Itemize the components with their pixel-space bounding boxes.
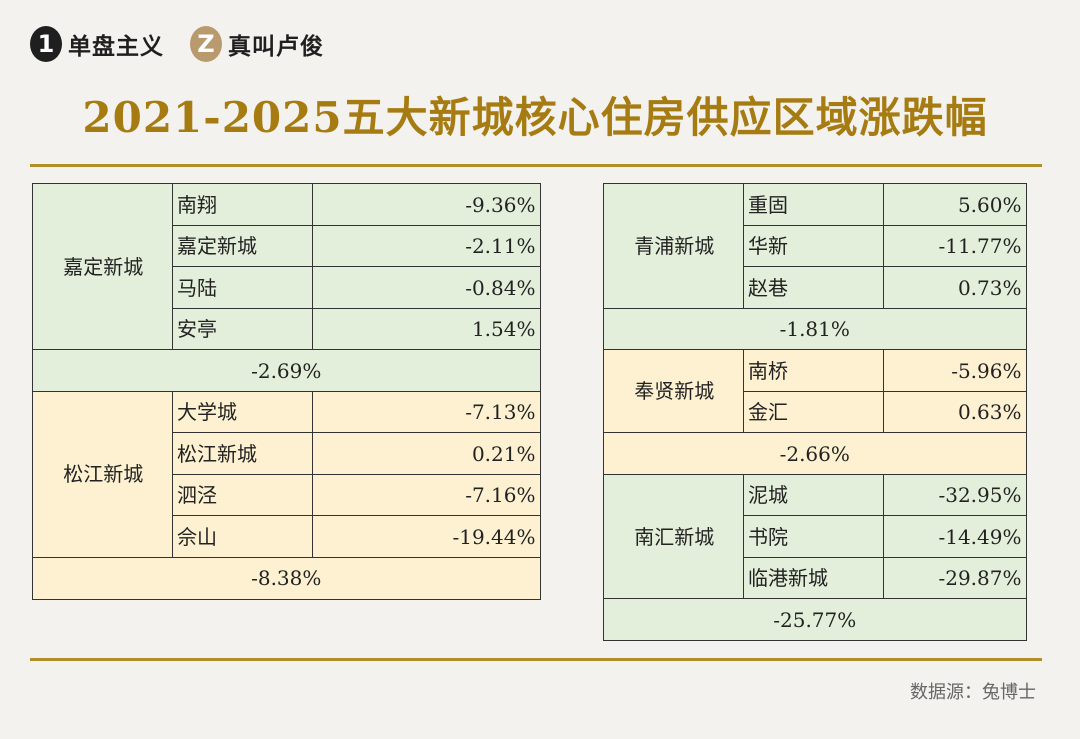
brand-right-text: 真叫卢俊: [228, 34, 324, 60]
area-name: 马陆: [172, 266, 315, 309]
area-value: -0.84%: [312, 266, 541, 309]
area-name: 大学城: [172, 390, 315, 434]
area-name: 佘山: [172, 515, 315, 558]
area-value: 5.60%: [883, 183, 1027, 226]
area-value: 0.63%: [883, 390, 1027, 434]
city-total: -25.77%: [603, 598, 1027, 641]
city-name: 奉贤新城: [603, 349, 746, 434]
area-name: 金汇: [743, 390, 886, 434]
bottom-divider: [30, 658, 1042, 661]
area-name: 重固: [743, 183, 886, 226]
area-name: 临港新城: [743, 556, 886, 600]
city-name: 南汇新城: [603, 473, 746, 600]
brand-left-text: 单盘主义: [68, 34, 164, 60]
area-value: -29.87%: [883, 556, 1027, 600]
area-value: 0.73%: [883, 266, 1027, 309]
brand-left: 1 单盘主义: [30, 26, 164, 62]
area-name: 赵巷: [743, 266, 886, 309]
area-value: -5.96%: [883, 349, 1027, 392]
area-name: 安亭: [172, 307, 315, 351]
city-name: 青浦新城: [603, 183, 746, 309]
area-value: -14.49%: [883, 515, 1027, 558]
city-name: 松江新城: [32, 390, 175, 558]
top-divider: [30, 164, 1042, 167]
brand-letter-icon: Z: [190, 26, 222, 62]
area-value: -7.13%: [312, 390, 541, 434]
source-note: 数据源：兔博士: [910, 682, 1036, 703]
area-name: 华新: [743, 224, 886, 268]
area-name: 南翔: [172, 183, 315, 226]
city-total: -2.66%: [603, 432, 1027, 475]
city-total: -8.38%: [32, 556, 541, 600]
area-value: -9.36%: [312, 183, 541, 226]
area-name: 书院: [743, 515, 886, 558]
area-name: 泥城: [743, 473, 886, 517]
city-name: 嘉定新城: [32, 183, 175, 351]
area-value: -19.44%: [312, 515, 541, 558]
area-value: -32.95%: [883, 473, 1027, 517]
area-name: 泗泾: [172, 473, 315, 517]
area-name: 南桥: [743, 349, 886, 392]
area-value: -11.77%: [883, 224, 1027, 268]
brand-bar: 1 单盘主义 Z 真叫卢俊: [30, 26, 324, 62]
brand-number-icon: 1: [30, 26, 62, 62]
area-value: -7.16%: [312, 473, 541, 517]
area-name: 松江新城: [172, 432, 315, 475]
area-name: 嘉定新城: [172, 224, 315, 268]
area-value: 1.54%: [312, 307, 541, 351]
area-value: -2.11%: [312, 224, 541, 268]
chart-title: 2021-2025五大新城核心住房供应区域涨跌幅: [82, 93, 988, 142]
area-value: 0.21%: [312, 432, 541, 475]
city-total: -2.69%: [32, 349, 541, 392]
brand-right: Z 真叫卢俊: [190, 26, 324, 62]
city-total: -1.81%: [603, 307, 1027, 351]
